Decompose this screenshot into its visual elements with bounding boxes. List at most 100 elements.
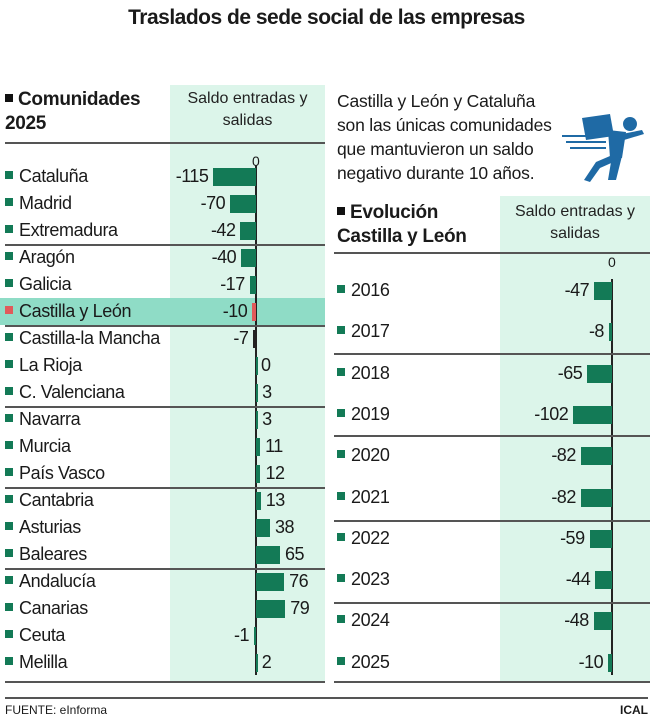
category-text: Baleares xyxy=(19,544,87,564)
value-label: -8 xyxy=(588,321,605,342)
legend-square-icon xyxy=(337,656,345,665)
category-label: Cataluña xyxy=(5,166,88,187)
bar xyxy=(608,653,612,672)
bar xyxy=(253,330,256,348)
category-label: Cantabria xyxy=(5,490,94,511)
bar xyxy=(241,249,256,267)
legend-square-icon xyxy=(5,306,13,314)
category-text: Murcia xyxy=(19,436,71,456)
right-chart-title: Evolución Castilla y León xyxy=(337,201,497,249)
category-label: 2024 xyxy=(337,610,390,631)
legend-square-icon xyxy=(337,532,345,541)
legend-square-icon xyxy=(5,387,13,395)
category-text: Madrid xyxy=(19,193,72,213)
footer-divider xyxy=(5,697,648,699)
category-text: La Rioja xyxy=(19,355,82,375)
bar xyxy=(594,282,612,300)
category-text: 2022 xyxy=(351,527,390,548)
legend-square-icon xyxy=(337,367,345,376)
value-label: -44 xyxy=(565,569,591,590)
divider xyxy=(5,325,325,327)
category-text: Castilla y León xyxy=(19,301,132,321)
bar xyxy=(573,405,612,424)
running-businessman-icon xyxy=(562,114,644,182)
legend-square-icon xyxy=(5,225,13,233)
bar xyxy=(580,488,612,507)
legend-square-icon xyxy=(337,615,345,624)
category-label: 2017 xyxy=(337,321,390,342)
value-label: 79 xyxy=(290,598,310,618)
divider xyxy=(5,568,325,570)
category-text: 2021 xyxy=(351,486,390,507)
category-text: 2018 xyxy=(351,362,390,383)
category-text: Ceuta xyxy=(19,625,66,645)
zero-axis xyxy=(611,279,613,675)
category-label: 2023 xyxy=(337,569,390,590)
value-label: -1 xyxy=(233,625,250,645)
legend-square-icon xyxy=(5,333,13,341)
divider xyxy=(334,520,650,522)
bar xyxy=(608,323,612,342)
category-label: Madrid xyxy=(5,193,72,214)
value-label: -82 xyxy=(551,445,576,466)
category-label: La Rioja xyxy=(5,355,82,376)
value-label: 76 xyxy=(289,571,309,591)
divider xyxy=(5,406,325,408)
value-label: -7 xyxy=(233,328,249,348)
bar xyxy=(240,222,256,240)
legend-square-icon xyxy=(337,326,345,335)
value-label: -115 xyxy=(175,166,209,186)
legend-square-icon xyxy=(5,576,13,584)
title-square-icon xyxy=(337,207,345,215)
right-column-header: Saldo entradas y salidas xyxy=(514,203,636,242)
category-text: 2020 xyxy=(351,445,390,466)
category-label: Aragón xyxy=(5,247,75,268)
right-column-band xyxy=(500,196,650,682)
divider xyxy=(5,681,325,683)
category-label: 2020 xyxy=(337,445,390,466)
legend-square-icon xyxy=(337,285,345,293)
bar xyxy=(256,519,271,537)
value-label: -48 xyxy=(564,610,589,631)
legend-square-icon xyxy=(5,441,13,449)
category-label: Murcia xyxy=(5,436,71,457)
bar xyxy=(256,465,261,483)
category-text: Aragón xyxy=(19,247,75,267)
right-chart-title-text: Evolución Castilla y León xyxy=(337,202,467,247)
legend-square-icon xyxy=(5,657,13,665)
value-label: -40 xyxy=(211,247,237,267)
value-label: 65 xyxy=(285,544,305,564)
legend-square-icon xyxy=(5,549,13,557)
value-label: -10 xyxy=(578,651,604,672)
value-label: -47 xyxy=(564,280,590,300)
category-label: País Vasco xyxy=(5,463,105,484)
bar xyxy=(256,411,258,429)
bar xyxy=(256,546,281,564)
category-label: Castilla-la Mancha xyxy=(5,328,160,349)
category-text: Canarias xyxy=(19,598,88,618)
category-label: Canarias xyxy=(5,598,88,619)
divider xyxy=(334,353,650,355)
category-label: Melilla xyxy=(5,652,68,673)
highlight-row xyxy=(0,298,325,325)
divider xyxy=(334,681,650,683)
category-label: 2022 xyxy=(337,527,390,549)
category-text: 2024 xyxy=(351,610,390,631)
category-label: Asturias xyxy=(5,517,81,538)
divider xyxy=(5,244,325,246)
category-text: 2025 xyxy=(351,651,390,672)
legend-square-icon xyxy=(5,171,13,179)
category-label: Extremadura xyxy=(5,220,118,241)
category-text: Castilla-la Mancha xyxy=(19,328,160,348)
bar xyxy=(593,612,612,631)
category-label: 2016 xyxy=(337,280,390,301)
category-text: Asturias xyxy=(19,517,81,537)
category-text: Galicia xyxy=(19,274,72,294)
legend-square-icon xyxy=(337,408,345,417)
value-label: 3 xyxy=(262,382,272,402)
bar xyxy=(587,364,612,383)
bar xyxy=(230,195,256,213)
category-label: Andalucía xyxy=(5,571,96,592)
category-text: País Vasco xyxy=(19,463,105,483)
